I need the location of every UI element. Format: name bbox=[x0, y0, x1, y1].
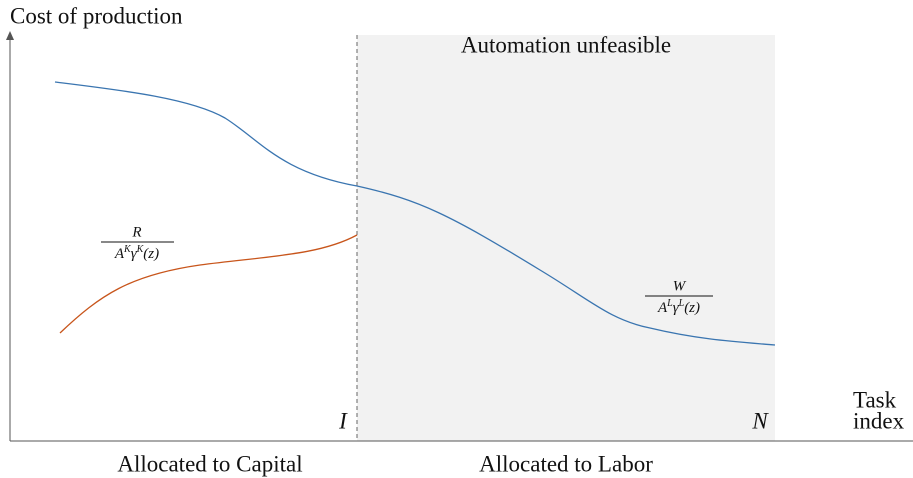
symbol: (z) bbox=[684, 300, 700, 316]
unfeasible-region bbox=[357, 35, 775, 441]
superscript: K bbox=[136, 244, 145, 255]
fraction-numerator: R bbox=[131, 224, 141, 240]
x-axis-label: index bbox=[853, 408, 905, 433]
threshold-label: I bbox=[338, 408, 348, 433]
y-axis-label: Cost of production bbox=[10, 3, 183, 28]
fraction-denominator: ALγL(z) bbox=[657, 298, 700, 316]
symbol: A bbox=[657, 300, 668, 316]
superscript: L bbox=[678, 298, 685, 309]
symbol: (z) bbox=[143, 246, 159, 262]
labor-cost-curve bbox=[54, 81, 776, 346]
left-region-label: Allocated to Capital bbox=[117, 451, 302, 476]
y-axis-arrow bbox=[6, 31, 14, 40]
fraction-numerator: W bbox=[673, 278, 687, 294]
superscript: K bbox=[123, 244, 132, 255]
region-label: Automation unfeasible bbox=[461, 32, 671, 57]
right-region-label: Allocated to Labor bbox=[479, 451, 653, 476]
superscript: L bbox=[666, 298, 673, 309]
end-label: N bbox=[751, 408, 769, 433]
symbol: γ bbox=[673, 300, 680, 316]
x-axis-label: Task bbox=[853, 387, 897, 412]
symbol: γ bbox=[131, 246, 138, 262]
fraction-denominator: AKγK(z) bbox=[114, 244, 159, 262]
capital-cost-curve bbox=[59, 234, 358, 334]
symbol: A bbox=[114, 246, 125, 262]
